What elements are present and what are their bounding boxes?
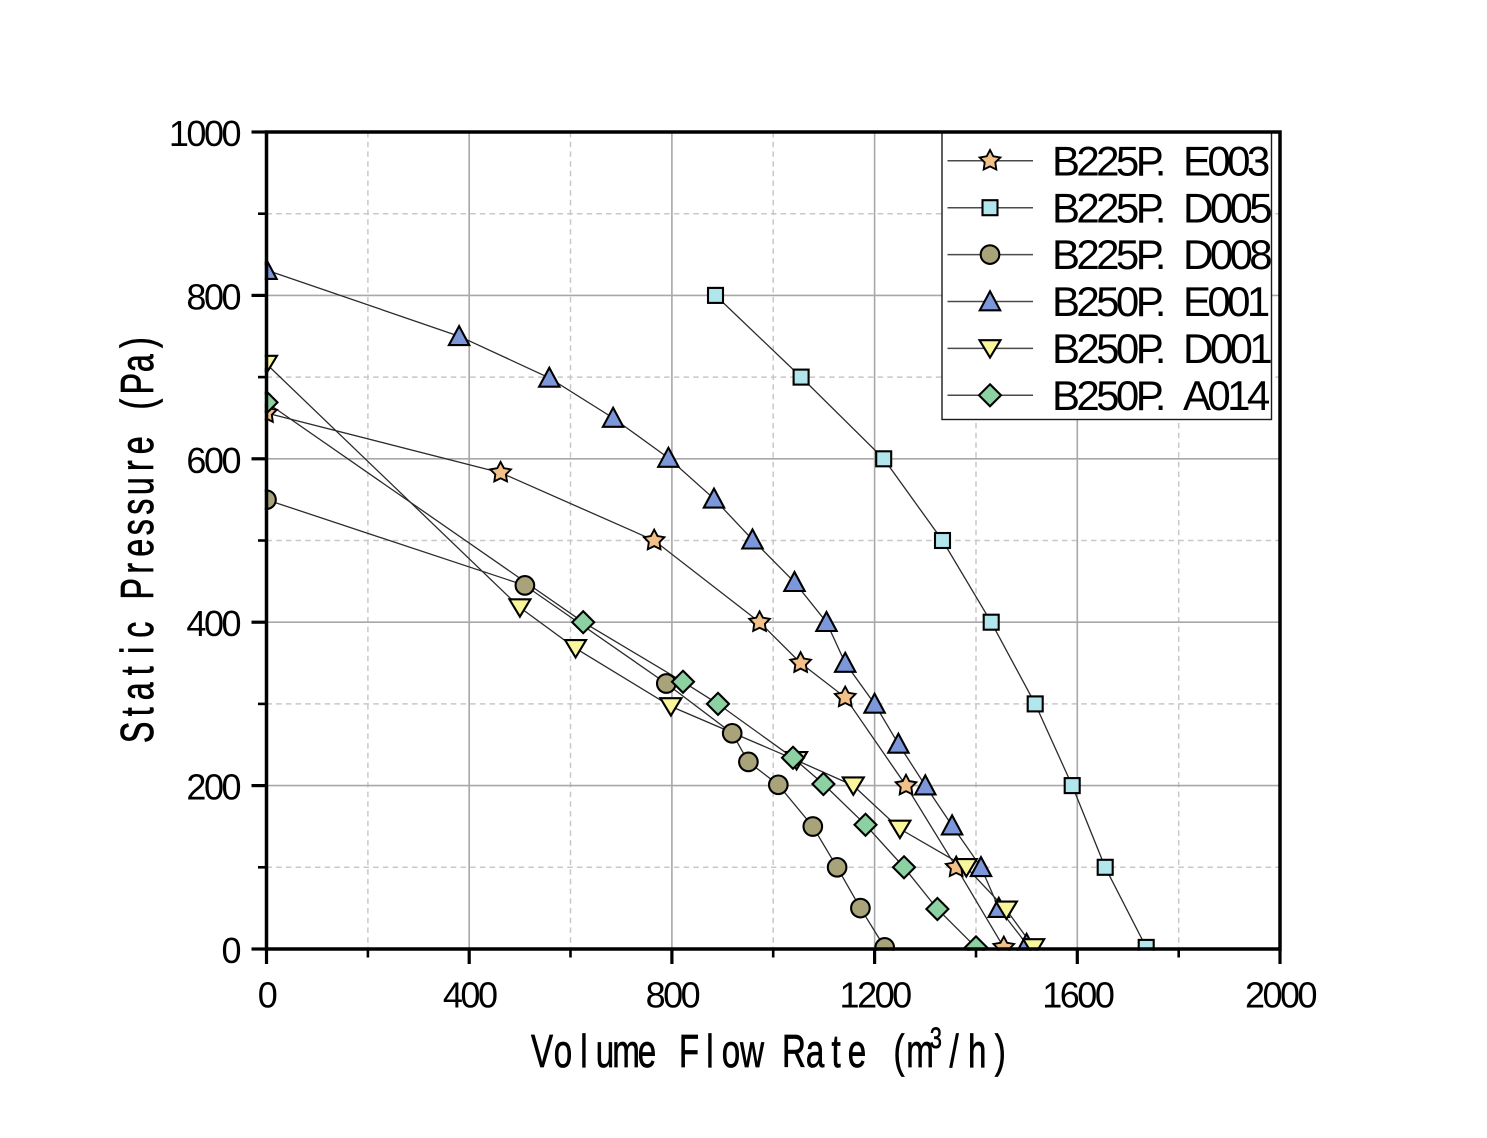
svg-text:s: s <box>112 519 163 535</box>
svg-text:h: h <box>968 1027 986 1077</box>
svg-text:o: o <box>554 1027 572 1077</box>
svg-text:2000: 2000 <box>1245 975 1317 1016</box>
svg-text:a: a <box>806 1027 825 1077</box>
svg-text:B225P.D005: B225P. D005 <box>1052 184 1271 231</box>
svg-text:): ) <box>112 337 163 348</box>
svg-text:e: e <box>112 539 163 557</box>
svg-text:0: 0 <box>221 930 240 971</box>
svg-text:(: ( <box>894 1027 906 1077</box>
svg-text:t: t <box>112 707 163 716</box>
svg-text:u: u <box>112 477 163 495</box>
svg-text:V: V <box>531 1027 553 1077</box>
svg-text:B250P.E001: B250P. E001 <box>1052 278 1269 325</box>
svg-text:l: l <box>580 1027 587 1077</box>
svg-text:S: S <box>112 722 163 743</box>
svg-text:t: t <box>831 1027 840 1077</box>
svg-text:a: a <box>112 353 163 372</box>
svg-text:/: / <box>950 1027 960 1077</box>
svg-text:800: 800 <box>186 276 240 317</box>
svg-text:B250P.D001: B250P. D001 <box>1052 325 1271 372</box>
svg-text:l: l <box>706 1027 713 1077</box>
svg-text:o: o <box>722 1027 740 1077</box>
svg-text:B225P.E003: B225P. E003 <box>1052 137 1269 184</box>
svg-text:): ) <box>995 1027 1006 1077</box>
svg-text:600: 600 <box>186 440 240 481</box>
svg-text:w: w <box>739 1027 765 1077</box>
svg-text:s: s <box>112 499 163 515</box>
svg-text:3: 3 <box>930 1020 942 1054</box>
svg-text:e: e <box>638 1027 656 1077</box>
svg-text:c: c <box>112 622 163 638</box>
svg-text:1000: 1000 <box>169 113 241 154</box>
svg-text:B225P.D008: B225P. D008 <box>1052 231 1271 278</box>
svg-text:e: e <box>112 436 163 454</box>
svg-text:F: F <box>679 1027 699 1077</box>
svg-text:B250P.A014: B250P. A014 <box>1052 372 1270 419</box>
svg-text:m: m <box>906 1027 934 1077</box>
svg-text:P: P <box>112 578 163 599</box>
svg-text:e: e <box>848 1027 866 1077</box>
svg-text:1200: 1200 <box>840 975 912 1016</box>
svg-text:0: 0 <box>258 975 277 1016</box>
svg-text:i: i <box>112 647 163 654</box>
svg-text:400: 400 <box>443 975 497 1016</box>
svg-text:R: R <box>782 1027 806 1077</box>
svg-text:800: 800 <box>646 975 700 1016</box>
svg-text:200: 200 <box>186 767 240 808</box>
svg-text:1600: 1600 <box>1042 975 1114 1016</box>
svg-text:r: r <box>112 563 163 574</box>
svg-text:r: r <box>112 460 163 471</box>
svg-text:P: P <box>112 373 163 394</box>
svg-text:m: m <box>612 1027 640 1077</box>
svg-text:u: u <box>596 1027 614 1077</box>
svg-text:400: 400 <box>186 603 240 644</box>
svg-text:a: a <box>112 682 163 701</box>
svg-text:(: ( <box>112 399 163 410</box>
svg-text:t: t <box>112 666 163 675</box>
